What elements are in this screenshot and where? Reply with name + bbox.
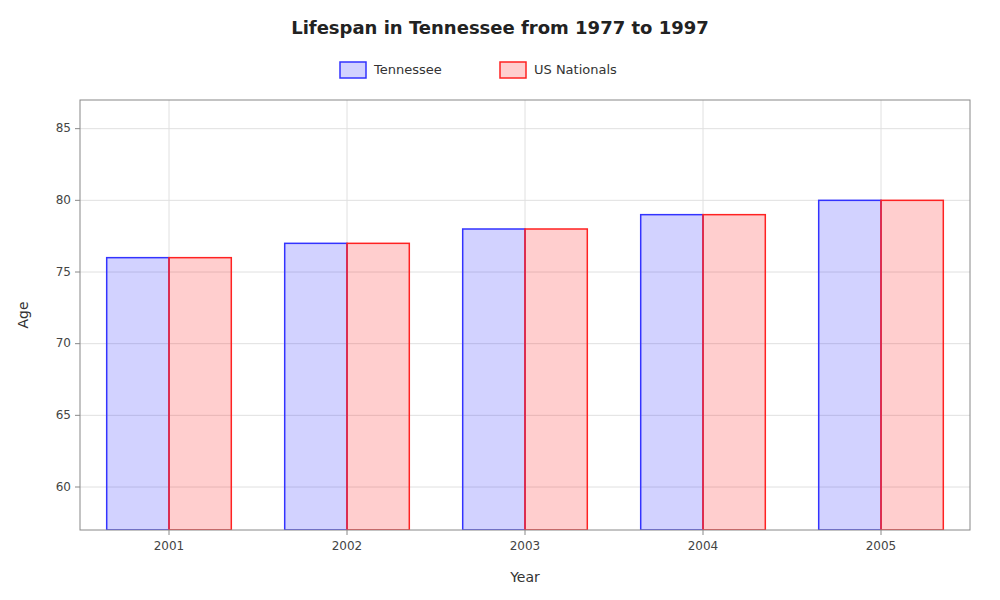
y-tick — [75, 487, 80, 488]
x-tick — [525, 530, 526, 535]
x-axis-label: Year — [509, 569, 540, 585]
legend-label: US Nationals — [534, 62, 617, 77]
x-tick-label: 2002 — [332, 539, 363, 553]
bar — [107, 258, 169, 530]
y-tick-label: 70 — [56, 336, 71, 350]
y-tick — [75, 343, 80, 344]
bar — [703, 215, 765, 530]
y-tick-label: 80 — [56, 193, 71, 207]
x-tick-label: 2005 — [866, 539, 897, 553]
y-tick-label: 60 — [56, 480, 71, 494]
grid — [80, 100, 970, 530]
x-tick-label: 2001 — [154, 539, 185, 553]
legend: Tennessee US Nationals — [340, 62, 617, 79]
y-tick — [75, 128, 80, 129]
plot-frame — [80, 100, 970, 530]
x-tick — [169, 530, 170, 535]
y-tick-label: 65 — [56, 408, 71, 422]
chart: 60 65 70 75 80 85 2001 2002 2003 2004 2005 Year Age L… — [0, 0, 1000, 600]
bar — [641, 215, 703, 530]
y-tick — [75, 415, 80, 416]
y-tick — [75, 200, 80, 201]
x-tick-label: 2004 — [688, 539, 719, 553]
x-tick — [703, 530, 704, 535]
bars — [107, 200, 944, 530]
y-axis-label: Age — [15, 301, 31, 328]
x-tick — [881, 530, 882, 535]
bar — [881, 200, 943, 530]
x-tick-label: 2003 — [510, 539, 541, 553]
title: Lifespan in Tennessee from 1977 to 1997 — [291, 17, 709, 38]
x-tick — [347, 530, 348, 535]
axes: 60 65 70 75 80 85 2001 2002 2003 2004 2005 — [56, 121, 897, 553]
chart-container: 60 65 70 75 80 85 2001 2002 2003 2004 2005 Year Age L… — [0, 0, 1000, 600]
bar — [463, 229, 525, 530]
y-tick-label: 75 — [56, 265, 71, 279]
bar — [285, 243, 347, 530]
bar — [525, 229, 587, 530]
y-tick-label: 85 — [56, 121, 71, 135]
legend-swatch — [340, 62, 366, 78]
bar — [819, 200, 881, 530]
bar — [347, 243, 409, 530]
bar — [169, 258, 231, 530]
legend-swatch — [500, 62, 526, 78]
y-tick — [75, 272, 80, 273]
legend-label: Tennessee — [373, 62, 442, 77]
